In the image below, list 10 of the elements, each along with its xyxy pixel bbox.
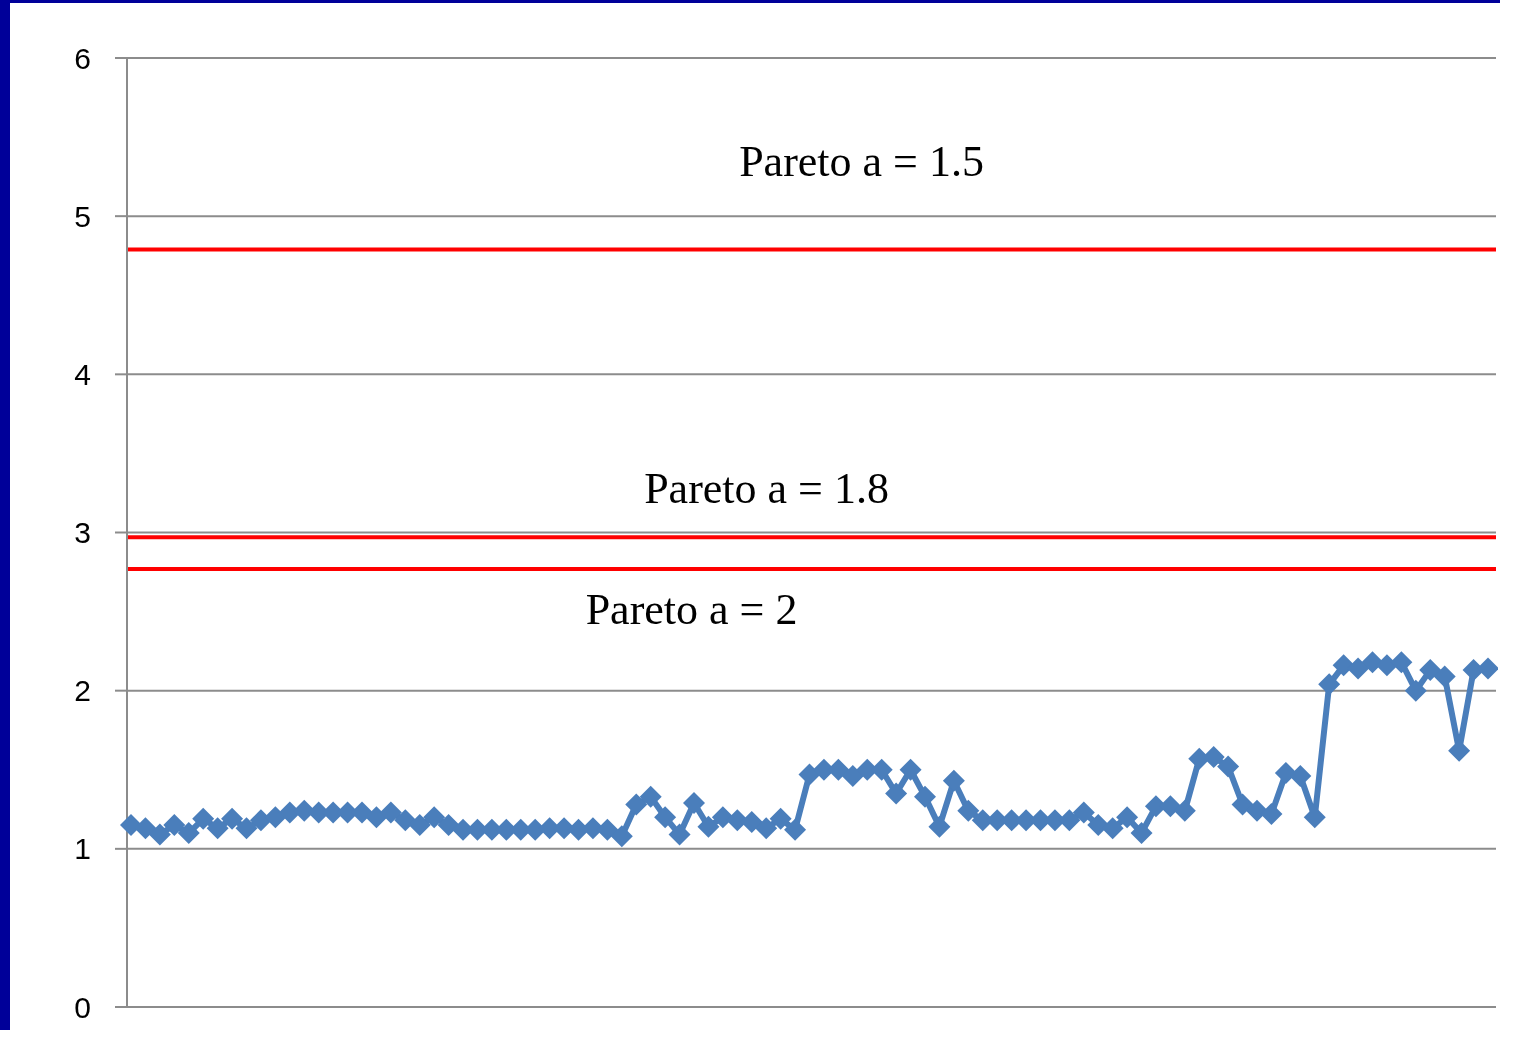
y-tick-label: 2 [74,674,91,708]
y-tick-label: 3 [74,516,91,550]
annotation: Pareto a = 1.8 [644,464,889,514]
y-tick-label: 4 [74,357,91,391]
y-tick-label: 6 [74,41,91,75]
y-tick-label: 5 [74,199,91,233]
y-tick-label: 0 [74,990,91,1024]
y-tick-label: 1 [74,832,91,866]
annotation: Pareto a = 1.5 [739,136,984,186]
annotation: Pareto a = 2 [585,584,798,634]
